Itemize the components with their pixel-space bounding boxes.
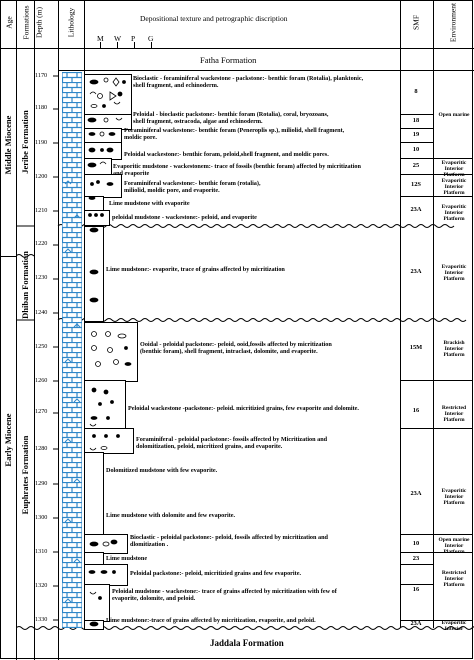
depth-tick: 1260 <box>35 377 48 384</box>
depth-tick: 1270 <box>35 408 48 415</box>
grain-symbols <box>87 77 132 627</box>
depth-tick: 1210 <box>35 207 48 214</box>
depth-tick: 1320 <box>35 582 48 589</box>
smf-value: 8 <box>414 88 418 95</box>
depth-tick: 1250 <box>35 343 48 350</box>
depth-tick: 1310 <box>35 548 48 555</box>
depth-tick: 1180 <box>35 104 48 111</box>
description-2: Peloidal - bioclastic packstone:- benthi… <box>133 111 329 125</box>
smf-value: 16 <box>412 586 420 593</box>
scale-p: P <box>131 34 136 43</box>
description-3: Foraminiferal wackestone:- benthic foram… <box>124 127 345 141</box>
description-18: Peloidal mudstone - wackestone:- trace o… <box>112 588 337 602</box>
depth-tick: 1300 <box>35 514 48 521</box>
description-8: peloidal mudstone - wackestone:- peloid,… <box>112 214 257 221</box>
smf-value: 10 <box>412 146 420 153</box>
environment-label: Evaporitic Interior Platform <box>441 488 467 506</box>
depth-tick: 1330 <box>35 616 48 623</box>
environment-label: Evaporitic Interior <box>441 620 467 632</box>
depth-tick: 1280 <box>35 445 48 452</box>
environment-label: Open marine <box>438 112 470 118</box>
description-15: Bioclastic - peloidal packstone:- peloid… <box>130 534 328 548</box>
depth-tick: 1170 <box>35 72 48 79</box>
environment-label: Brackish Interior Platform <box>443 340 465 358</box>
texture-scale: M W P G <box>84 30 164 48</box>
texture-header: Depositional texture and petrographic di… <box>140 14 288 23</box>
environment-label: Restricted Interior Platform <box>441 570 467 588</box>
environment-label: Evaporitic Interior Platform <box>441 160 467 178</box>
smf-value: 10 <box>412 540 420 547</box>
description-1: Bioclastic - foraminiferal wackestone - … <box>133 75 364 89</box>
bed-box <box>84 534 128 554</box>
description-14: Lime mudstone with dolomite and few evap… <box>106 512 236 519</box>
depth-tick: 1190 <box>35 139 48 146</box>
scale-w: W <box>114 34 122 43</box>
environment-label: Open marine Interior Platform <box>438 537 470 555</box>
smf-value: 23A <box>410 268 422 275</box>
scale-m: M <box>97 34 104 43</box>
description-19: Lime mudstone:-trace of grains affected … <box>106 617 316 624</box>
scale-g: G <box>148 34 154 43</box>
environment-label: Restricted Interior Platform <box>441 405 467 423</box>
environment-label: Evaporitic Interior Platform <box>441 178 467 196</box>
jaddala-formation-label: Jaddala Formation <box>210 638 284 648</box>
smf-value: 23A <box>410 620 422 627</box>
description-9: Lime mudstone:- evaporite, trace of grai… <box>106 266 285 273</box>
depth-tick: 1290 <box>35 480 48 487</box>
description-10: Ooidal - peloidal packstone:- peloid, oo… <box>140 341 332 355</box>
depth-tick: 1230 <box>35 274 48 281</box>
age-header: Age <box>4 16 14 29</box>
lithology-column <box>62 72 82 628</box>
smf-value: 19 <box>412 131 420 138</box>
environment-label: Evaporitic Interior Platform <box>441 204 467 222</box>
description-12: Foraminiferal - peloidal packstone:- fos… <box>136 436 328 450</box>
description-16: Lime mudstone <box>106 555 148 562</box>
smf-value: 12S <box>411 181 421 188</box>
description-4: Peloidal wackestone:- benthic foram, pel… <box>124 151 329 158</box>
smf-value: 23 <box>412 555 420 562</box>
environment-label: Evaporitic Interior Platform <box>441 264 467 282</box>
description-11: Peloidal wackestone -packstone:- peloid.… <box>128 405 359 412</box>
description-7: Lime mudstone with evaporite <box>109 200 190 207</box>
smf-value: 23A <box>410 206 422 213</box>
description-13: Dolomitized mudstone with few evaporite. <box>106 467 218 474</box>
description-17: Peloidal packstone:- peloid, micritizied… <box>130 570 301 577</box>
depth-tick: 1220 <box>35 240 48 247</box>
smf-value: 23A <box>410 490 422 497</box>
depth-tick: 1240 <box>35 309 48 316</box>
early-miocene-label: Early Miocene <box>3 413 13 467</box>
smf-value: 25 <box>412 162 420 169</box>
description-5: Evaporitic mudstone - wackestonem:- trac… <box>113 163 361 177</box>
fatha-formation-label: Fatha Formation <box>200 55 257 65</box>
middle-miocene-label: Middle Miocene <box>3 115 13 175</box>
description-6: Foraminiferal wackestone:- benthic foram… <box>124 180 261 194</box>
smf-value: 16 <box>412 407 420 414</box>
smf-value: 18 <box>412 117 420 124</box>
depth-tick: 1200 <box>35 173 48 180</box>
smf-value: 15M <box>409 344 423 351</box>
depth-tick-marks <box>53 75 58 621</box>
